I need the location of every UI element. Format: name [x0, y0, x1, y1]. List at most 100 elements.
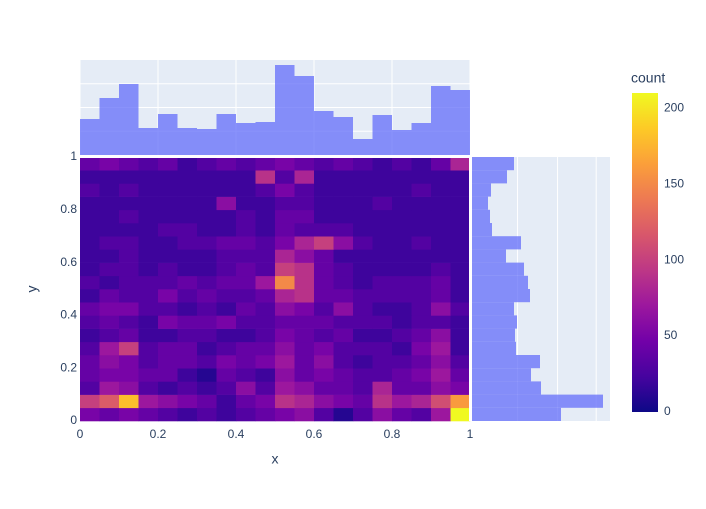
heatmap-cell: [236, 407, 256, 422]
heatmap-cell: [333, 196, 354, 211]
heatmap-cell: [275, 209, 295, 224]
colorbar-tick-label: 150: [664, 176, 684, 190]
heatmap-cell: [431, 302, 451, 316]
heatmap-cell: [353, 275, 373, 290]
heatmap-cell: [372, 407, 393, 422]
heatmap-cell: [333, 341, 354, 356]
heatmap-cell: [392, 223, 412, 237]
heatmap-cell: [372, 183, 393, 197]
colorbar-title: count: [631, 70, 665, 86]
heatmap-cell: [392, 262, 412, 277]
heatmap-cell: [372, 262, 393, 277]
heatmap-cell: [177, 209, 198, 224]
heatmap-cell: [294, 368, 315, 382]
heatmap-cell: [294, 381, 315, 395]
top-histogram-bar: [372, 115, 392, 155]
heatmap-cell: [411, 196, 432, 211]
heatmap-cell: [216, 394, 237, 409]
heatmap-cell: [353, 170, 373, 184]
heatmap-cell: [333, 170, 354, 184]
x-tick-label: 0.8: [384, 427, 401, 441]
heatmap-cell: [353, 236, 373, 250]
heatmap-cell: [333, 262, 354, 277]
heatmap-cell: [197, 249, 217, 263]
heatmap-cell: [197, 289, 217, 303]
heatmap-cell: [314, 275, 334, 290]
heatmap-cell: [314, 249, 334, 263]
heatmap-cell: [99, 355, 120, 369]
heatmap-cell: [177, 355, 198, 369]
heatmap-cell: [353, 223, 373, 237]
heatmap-cell: [138, 289, 159, 303]
heatmap-cell: [314, 209, 334, 224]
heatmap-cell: [314, 302, 334, 316]
heatmap-cell: [275, 262, 295, 277]
heatmap-cell: [236, 183, 256, 197]
heatmap-cell: [353, 355, 373, 369]
top-histogram-bar: [294, 76, 314, 155]
heatmap-cell: [197, 407, 217, 422]
heatmap-cell: [450, 209, 471, 224]
heatmap-cell: [294, 394, 315, 409]
heatmap-cell: [80, 209, 100, 224]
heatmap-cell: [353, 157, 373, 171]
heatmap-cell: [216, 157, 237, 171]
heatmap-cell: [158, 315, 178, 329]
heatmap-cell: [197, 341, 217, 356]
heatmap-cell: [431, 315, 451, 329]
heatmap-cell: [275, 170, 295, 184]
heatmap-cell: [255, 236, 276, 250]
heatmap-cell: [138, 236, 159, 250]
heatmap-cell: [216, 275, 237, 290]
heatmap-cell: [353, 368, 373, 382]
heatmap-cell: [450, 302, 471, 316]
top-histogram-bar: [333, 117, 353, 155]
heatmap-cell: [294, 196, 315, 211]
heatmap-cell: [431, 381, 451, 395]
heatmap-cell: [158, 381, 178, 395]
heatmap-cell: [411, 407, 432, 422]
heatmap-cell: [236, 368, 256, 382]
heatmap-cell: [411, 289, 432, 303]
heatmap-cell: [294, 341, 315, 356]
heatmap-cell: [138, 394, 159, 409]
heatmap-cell: [294, 262, 315, 277]
top-histogram-bar: [119, 84, 139, 155]
heatmap-cell: [80, 407, 100, 422]
heatmap-cell: [294, 249, 315, 263]
heatmap-cell: [216, 315, 237, 329]
heatmap-cell: [314, 157, 334, 171]
heatmap-cell: [411, 236, 432, 250]
heatmap-cell: [275, 407, 295, 422]
heatmap-cell: [353, 302, 373, 316]
heatmap-cell: [80, 394, 100, 409]
heatmap-cell: [314, 223, 334, 237]
heatmap-cell: [372, 196, 393, 211]
heatmap-cell: [197, 262, 217, 277]
heatmap-cell: [372, 223, 393, 237]
heatmap-cell: [197, 315, 217, 329]
heatmap-cell: [158, 394, 178, 409]
right-histogram-bar: [472, 223, 492, 237]
heatmap-cell: [411, 275, 432, 290]
heatmap-cell: [372, 302, 393, 316]
heatmap-cell: [197, 183, 217, 197]
heatmap-cell: [197, 157, 217, 171]
heatmap-cell: [294, 328, 315, 343]
heatmap-cell: [431, 249, 451, 263]
heatmap-cell: [314, 381, 334, 395]
heatmap-cell: [138, 355, 159, 369]
heatmap-cell: [177, 196, 198, 211]
heatmap-cell: [255, 157, 276, 171]
heatmap-cell: [216, 223, 237, 237]
heatmap-cell: [138, 275, 159, 290]
heatmap-cell: [236, 262, 256, 277]
x-tick-label: 1: [467, 427, 474, 441]
heatmap-cell: [372, 157, 393, 171]
y-axis-label: y: [24, 286, 40, 293]
colorbar-tick-label: 200: [664, 100, 684, 114]
heatmap-cell: [80, 249, 100, 263]
top-histogram-bar: [177, 128, 197, 155]
heatmap-cell: [275, 289, 295, 303]
heatmap-cell: [450, 157, 471, 171]
